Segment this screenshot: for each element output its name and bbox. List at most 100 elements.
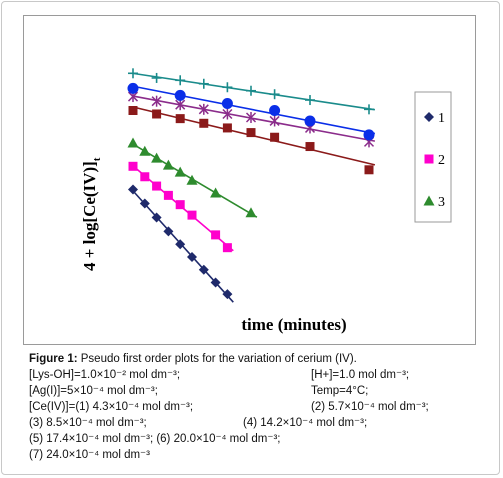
y-axis-label: 4 + log[Ce(IV)]t xyxy=(80,157,103,271)
legend-label: 2 xyxy=(438,153,445,168)
legend-marker xyxy=(423,195,435,206)
data-point xyxy=(222,82,233,93)
data-point xyxy=(127,137,139,148)
data-point xyxy=(128,106,138,115)
legend-marker xyxy=(424,154,434,164)
data-point xyxy=(151,72,162,83)
caption-row: [Lys-OH]=1.0×10⁻² mol dm⁻³; [H+]=1.0 mol… xyxy=(29,367,489,383)
data-point xyxy=(187,251,197,262)
data-point xyxy=(305,95,315,106)
data-point xyxy=(151,95,162,107)
caption-left: [Ag(I)]=5×10⁻⁴ mol dm⁻³; xyxy=(29,385,158,397)
series-5 xyxy=(127,91,376,148)
data-point xyxy=(364,104,374,115)
data-point xyxy=(222,108,233,120)
data-point xyxy=(152,181,162,191)
data-point xyxy=(210,187,222,198)
data-point xyxy=(198,264,209,275)
data-point xyxy=(140,172,150,182)
data-point xyxy=(222,123,232,133)
data-point xyxy=(152,109,162,119)
data-point xyxy=(246,85,256,96)
data-point xyxy=(139,198,150,209)
data-point xyxy=(128,184,138,195)
data-point xyxy=(139,145,151,156)
data-point xyxy=(222,289,233,300)
caption-right: (4) 14.2×10⁻⁴ mol dm⁻³; xyxy=(243,417,368,429)
data-point xyxy=(128,68,138,79)
caption-left: [Ce(IV)]=(1) 4.3×10⁻⁴ mol dm⁻³; xyxy=(29,401,194,413)
data-point xyxy=(246,128,256,138)
series-6-fit-line xyxy=(132,85,376,135)
data-point xyxy=(128,161,138,171)
caption-row: (3) 8.5×10⁻⁴ mol dm⁻³; (4) 14.2×10⁻⁴ mol… xyxy=(29,415,489,431)
series-6 xyxy=(127,82,376,141)
chart-svg: 4 + log[Ce(IV)]t time (minutes) 1 2 3 xyxy=(80,68,452,334)
data-point xyxy=(175,114,185,124)
series-3 xyxy=(127,137,258,218)
data-point xyxy=(198,103,209,115)
data-point xyxy=(221,98,233,110)
data-point xyxy=(175,99,186,111)
caption-row: (5) 17.4×10⁻⁴ mol dm⁻³; (6) 20.0×10⁻⁴ mo… xyxy=(29,431,489,447)
data-point xyxy=(175,239,186,250)
data-point xyxy=(174,89,186,101)
data-point xyxy=(222,243,232,253)
data-point xyxy=(187,210,197,220)
data-point xyxy=(151,212,162,223)
legend-items: 1 2 3 xyxy=(423,111,445,210)
figure-label: Figure 1: xyxy=(29,353,78,365)
data-point xyxy=(151,152,163,163)
y-axis-label-main: 4 + log[Ce(IV)] xyxy=(80,161,99,271)
legend-label: 1 xyxy=(438,111,445,126)
chart-panel: 4 + log[Ce(IV)]t time (minutes) 1 2 3 xyxy=(23,15,476,345)
series-1 xyxy=(128,184,234,303)
data-point xyxy=(198,78,209,89)
x-axis-label: time (minutes) xyxy=(241,315,346,334)
caption-left: (3) 8.5×10⁻⁴ mol dm⁻³; xyxy=(29,417,147,429)
data-point xyxy=(211,230,221,240)
series-7 xyxy=(128,68,376,115)
y-axis-label-text: 4 + log[Ce(IV)]t xyxy=(80,157,103,271)
data-point xyxy=(174,166,186,177)
caption-row: (7) 24.0×10⁻⁴ mol dm⁻³ xyxy=(29,447,489,463)
data-point xyxy=(269,105,281,116)
data-point xyxy=(363,129,375,141)
data-point xyxy=(127,82,139,94)
data-point xyxy=(186,174,198,185)
series-5-fit-line xyxy=(132,95,376,142)
data-point xyxy=(175,75,186,86)
plot-layer xyxy=(127,68,376,303)
caption-row: [Ag(I)]=5×10⁻⁴ mol dm⁻³; Temp=4°C; xyxy=(29,383,489,399)
data-point xyxy=(163,190,173,200)
data-point xyxy=(270,132,280,142)
y-axis-label-subscript: t xyxy=(91,157,103,161)
data-point xyxy=(245,111,257,123)
legend: 1 2 3 xyxy=(414,91,452,223)
caption-left: (5) 17.4×10⁻⁴ mol dm⁻³; (6) 20.0×10⁻⁴ mo… xyxy=(29,433,281,445)
data-point xyxy=(163,226,174,237)
figure-caption: Figure 1: Pseudo first order plots for t… xyxy=(29,351,489,463)
caption-row: [Ce(IV)]=(1) 4.3×10⁻⁴ mol dm⁻³; (2) 5.7×… xyxy=(29,399,489,415)
data-point xyxy=(162,159,174,170)
caption-right: [H+]=1.0 mol dm⁻³; xyxy=(311,369,410,381)
series-7-fit-line xyxy=(132,72,376,111)
data-point xyxy=(364,165,374,175)
series-2 xyxy=(128,161,234,253)
caption-title-row: Figure 1: Pseudo first order plots for t… xyxy=(29,351,489,367)
data-point xyxy=(175,200,185,210)
legend-marker xyxy=(424,112,434,122)
caption-left: (7) 24.0×10⁻⁴ mol dm⁻³ xyxy=(29,449,150,461)
data-point xyxy=(210,277,221,288)
data-point xyxy=(269,89,280,100)
figure-title: Pseudo first order plots for the variati… xyxy=(77,353,357,365)
caption-right: (2) 5.7×10⁻⁴ mol dm⁻³; xyxy=(311,401,429,413)
data-point xyxy=(305,142,315,152)
caption-right: Temp=4°C; xyxy=(311,385,369,397)
caption-left: [Lys-OH]=1.0×10⁻² mol dm⁻³; xyxy=(29,369,181,381)
data-point xyxy=(304,115,316,127)
legend-label: 3 xyxy=(438,195,445,210)
data-point xyxy=(269,115,280,127)
data-point xyxy=(245,207,257,218)
